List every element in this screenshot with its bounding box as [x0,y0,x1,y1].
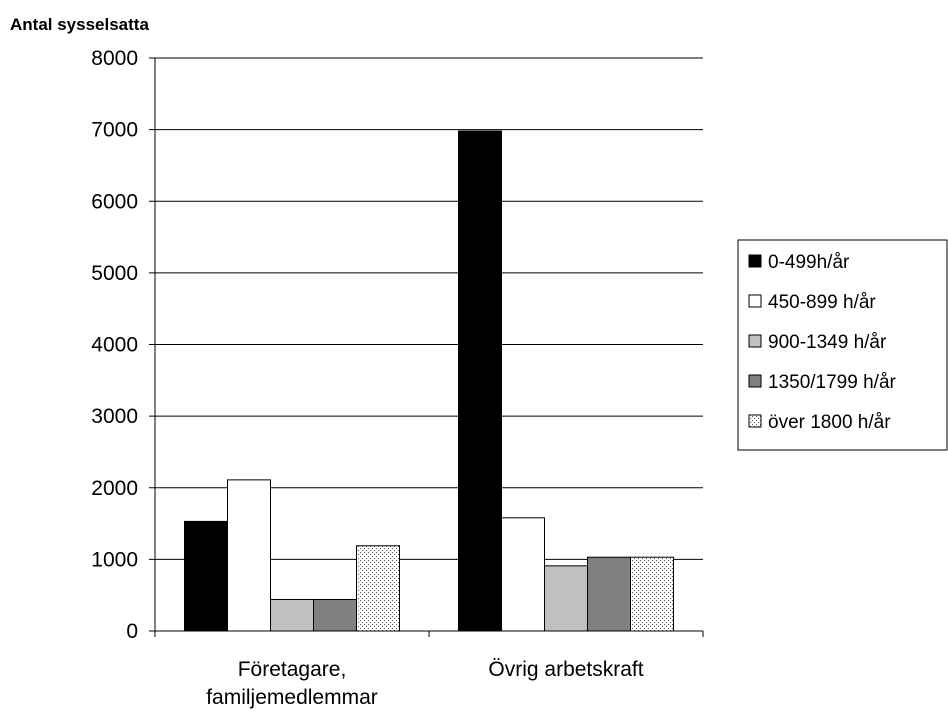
y-tick-label: 6000 [91,190,138,213]
y-tick-labels: 0 1000 2000 3000 4000 5000 6000 7000 8000 [91,47,138,643]
legend-box [737,239,948,451]
legend-label: 0-499h/år [768,252,850,273]
legend: 0-499h/år 450-899 h/år 900-1349 h/år 1350/1… [737,239,948,451]
bar [313,598,357,632]
bar [184,520,228,632]
legend-swatch [748,374,762,388]
category-label: Företagare, [238,658,347,681]
category-label: Övrig arbetskraft [488,658,643,681]
y-tick-label: 1000 [91,548,138,571]
legend-label: 450-899 h/år [768,292,876,313]
legend-swatch [748,414,762,428]
y-tick-label: 4000 [91,334,138,357]
category-label: familjemedlemmar [206,686,378,709]
bar [544,565,588,632]
category-labels: Företagare, familjemedlemmar Övrig arbetsk… [206,658,644,709]
bars [184,130,674,632]
legend-swatch [748,334,762,348]
legend-label: över 1800 h/år [768,412,891,433]
legend-label: 1350/1799 h/år [768,372,897,393]
y-tick-label: 2000 [91,477,138,500]
y-tick-label: 5000 [91,262,138,285]
legend-swatch [748,254,762,268]
y-tick-label: 3000 [91,405,138,428]
bar [501,517,545,632]
y-tick-label: 0 [126,620,138,643]
bar [227,479,271,632]
y-tick-label: 8000 [91,47,138,70]
legend-swatch [748,294,762,308]
y-tick-label: 7000 [91,119,138,142]
bar [270,598,314,632]
y-axis-label: Antal sysselsatta [10,15,149,34]
bar [630,556,674,632]
axes [149,57,704,637]
bar [356,545,400,632]
bar [587,556,631,632]
bar [458,130,502,632]
legend-label: 900-1349 h/år [768,332,887,353]
